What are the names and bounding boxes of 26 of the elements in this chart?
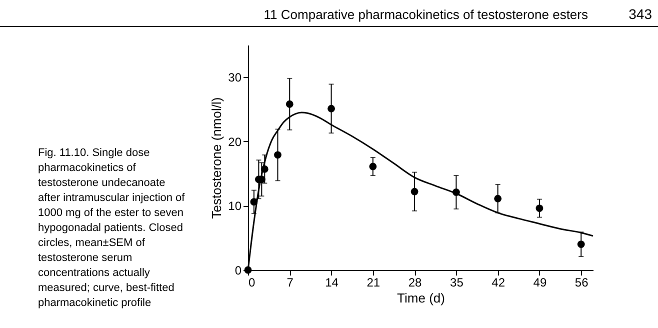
x-tick-label: 56 bbox=[574, 276, 589, 290]
y-tick-label: 30 bbox=[228, 70, 242, 85]
point bbox=[286, 100, 294, 108]
text: Fig. 11.10. Single dose pharmacokinetics of testosterone undecanoate after intramuscular injection of 1000 mg of the ester to seven hypogonadal patients. Closed circles, mean±SEM of testosterone serum concentrations actually measured; curve, best-fitted pharmacokinetic profile bbox=[38, 147, 185, 309]
x-tick-label: 28 bbox=[408, 276, 422, 290]
point bbox=[274, 151, 282, 159]
y-axis-title: Testosterone (nmol/l) bbox=[209, 97, 224, 219]
x-tick-label: 21 bbox=[366, 276, 380, 290]
x-tick-label: 49 bbox=[533, 276, 547, 290]
x-tick-label: 14 bbox=[325, 276, 339, 290]
x-tick-label: 42 bbox=[492, 276, 506, 290]
x-tick-label: 35 bbox=[450, 276, 464, 290]
point bbox=[494, 194, 502, 202]
y-tick-label: 20 bbox=[228, 134, 242, 149]
point bbox=[369, 162, 377, 170]
x-tick-label: 0 bbox=[248, 276, 256, 290]
text: 11 Comparative pharmacokinetics of testosterone esters bbox=[264, 7, 588, 22]
point bbox=[410, 188, 418, 196]
y-tick-label: 10 bbox=[228, 199, 242, 214]
x-tick-label: 7 bbox=[286, 276, 294, 290]
y-tick-label: 0 bbox=[234, 264, 242, 278]
point bbox=[577, 240, 585, 248]
point bbox=[328, 104, 335, 112]
point bbox=[536, 204, 544, 212]
x-axis-title: Time (d) bbox=[397, 290, 445, 306]
text: 343 bbox=[628, 6, 652, 22]
